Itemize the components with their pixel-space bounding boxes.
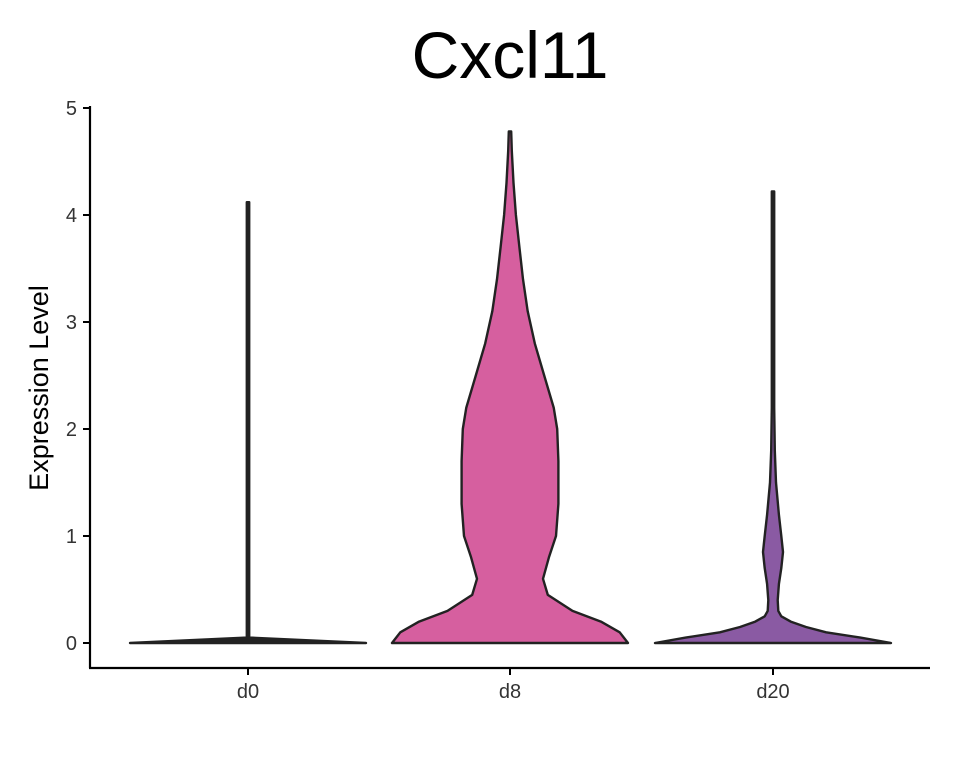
y-tick-label: 4 [66,205,77,227]
violin-d20 [653,190,893,645]
x-tick-label: d0 [237,681,259,703]
y-tick-label: 2 [66,419,77,441]
violin-group [128,130,893,645]
y-axis-ticks: 0 1 2 3 4 5 [66,98,90,655]
violin-d8 [390,130,630,645]
x-axis-ticks: d0 d8 d20 [237,668,790,703]
y-tick-label: 0 [66,633,77,655]
violin-d0 [128,201,368,645]
x-tick-label: d8 [499,681,521,703]
y-tick-label: 3 [66,312,77,334]
x-tick-label: d20 [756,681,789,703]
y-tick-label: 5 [66,98,77,120]
chart-title: Cxcl11 [412,18,609,92]
y-axis-title: Expression Level [24,285,54,491]
y-tick-label: 1 [66,526,77,548]
